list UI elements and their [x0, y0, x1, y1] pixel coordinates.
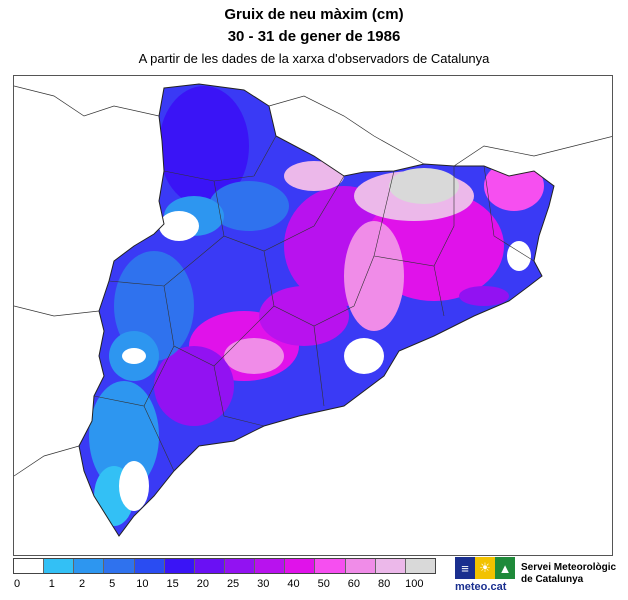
organization-line2: de Catalunya — [521, 574, 584, 585]
legend-swatch — [14, 559, 45, 573]
legend-tick-label: 100 — [405, 578, 424, 590]
legend-tick-label: 15 — [166, 578, 179, 590]
legend-swatch — [74, 559, 105, 573]
legend-swatch — [164, 559, 195, 573]
legend-tick-label: 1 — [48, 578, 55, 590]
legend-tick-label: 30 — [257, 578, 270, 590]
legend-tick-label: 0 — [13, 578, 21, 590]
legend-tick-label: 25 — [226, 578, 240, 590]
logo-brand: meteo.cat — [455, 581, 507, 593]
mountain-icon: ▲ — [495, 557, 515, 579]
map-title: Gruix de neu màxim (cm) — [224, 6, 404, 23]
legend-swatch — [345, 559, 376, 573]
legend-swatch — [405, 559, 435, 573]
meteocat-logo: ≡ ☀ ▲ meteo.cat — [455, 557, 515, 595]
legend-tick-label: 40 — [287, 578, 300, 590]
menu-bars-icon: ≡ — [455, 557, 475, 579]
legend-swatch — [134, 559, 165, 573]
legend-ticks: 0 1 2 5 10 15 20 25 30 40 50 60 80 100 — [0, 578, 460, 598]
legend-swatch — [315, 559, 346, 573]
snow-depth-map — [13, 75, 613, 556]
legend-tick-label: 60 — [347, 578, 361, 590]
legend-swatch — [285, 559, 316, 573]
neighbouring-borders — [14, 85, 612, 477]
legend-tick-label: 20 — [196, 578, 209, 590]
legend-swatch — [375, 559, 406, 573]
legend-tick-label: 80 — [378, 578, 391, 590]
organization-name: Servei Meteorològic de Catalunya — [521, 562, 616, 586]
legend-swatch — [104, 559, 135, 573]
legend-tick-label: 5 — [109, 578, 116, 590]
legend-tick-label: 10 — [136, 578, 149, 590]
catalonia-border — [78, 83, 555, 537]
map-period: 30 - 31 de gener de 1986 — [227, 28, 401, 45]
sun-icon: ☀ — [475, 557, 495, 579]
legend-swatch — [44, 559, 75, 573]
map-snow-fill — [79, 84, 554, 536]
legend-swatch — [255, 559, 286, 573]
legend-tick-label: 2 — [78, 578, 86, 590]
legend-swatch — [194, 559, 225, 573]
organization-line1: Servei Meteorològic — [521, 562, 617, 573]
legend-tick-label: 50 — [317, 578, 330, 590]
color-legend — [13, 558, 436, 574]
legend-swatch — [224, 559, 256, 573]
map-subtitle: A partir de les dades de la xarxa d'obse… — [138, 51, 490, 66]
comarca-boundaries — [93, 135, 535, 472]
